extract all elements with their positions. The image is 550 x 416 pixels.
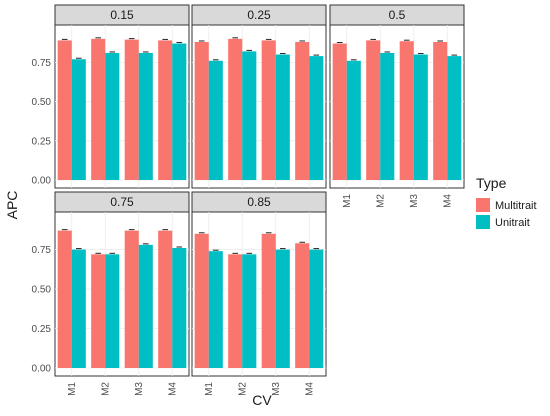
facet-panel-0.15: 0.15 0.00 0.25 0.50 0.75 (32, 4, 190, 189)
bar-multitrait-m3 (124, 39, 139, 181)
bar-unitrait-m2 (242, 51, 257, 181)
bar-unitrait-m2 (105, 52, 120, 180)
facet-panels: 0.150.000.250.500.750.25 0.5M1 M2 M3 M40.750… (32, 4, 465, 396)
bar-multitrait-m3 (124, 230, 139, 368)
bar-unitrait-m4 (309, 56, 324, 180)
bar-multitrait-m4 (158, 230, 173, 368)
facet-panel-0.75: 0.75 0.00 0.25 0.50 0.75 M1 M2 M3 M4 (32, 191, 190, 396)
bar-multitrait-m1 (57, 230, 72, 368)
bar-multitrait-m1 (57, 40, 72, 181)
x-axis-title: CV (252, 392, 272, 408)
y-tick-label: 0.00 (32, 176, 52, 187)
facet-strip-label: 0.15 (110, 8, 134, 22)
facet-strip-label: 0.25 (247, 8, 271, 22)
legend: Type Multitrait Unitrait (476, 175, 537, 229)
bar-unitrait-m3 (138, 244, 153, 368)
bar-multitrait-m4 (295, 41, 310, 181)
x-tick-label: M4 (167, 382, 178, 396)
x-tick-label: M2 (375, 194, 386, 208)
bar-unitrait-m4 (309, 249, 324, 368)
y-tick-label: 0.75 (32, 245, 52, 256)
x-tick-label: M1 (204, 382, 215, 396)
bar-multitrait-m2 (91, 38, 106, 181)
bar-multitrait-m4 (295, 243, 310, 368)
bar-unitrait-m3 (275, 54, 290, 180)
legend-title: Type (476, 175, 507, 191)
bar-unitrait-m4 (447, 56, 462, 180)
x-tick-label: M4 (304, 382, 315, 396)
bar-unitrait-m2 (242, 254, 257, 368)
legend-label-unitrait: Unitrait (495, 217, 530, 229)
bar-multitrait-m3 (261, 233, 276, 368)
bar-multitrait-m4 (433, 41, 448, 181)
y-tick-label: 0.50 (32, 285, 52, 296)
legend-label-multitrait: Multitrait (495, 200, 537, 212)
facet-panel-0.25: 0.25 (191, 4, 327, 189)
y-tick-label: 0.25 (32, 136, 52, 147)
facet-strip-label: 0.85 (247, 195, 271, 209)
x-tick-label: M3 (271, 382, 282, 396)
bar-unitrait-m1 (71, 59, 86, 180)
bar-unitrait-m1 (346, 60, 361, 180)
bar-multitrait-m1 (194, 41, 209, 181)
y-tick-label: 0.50 (32, 97, 52, 108)
x-tick-label: M1 (67, 382, 78, 396)
bar-unitrait-m1 (71, 249, 86, 368)
y-axis-title: APC (4, 191, 20, 220)
bar-unitrait-m3 (275, 249, 290, 368)
x-tick-label: M4 (442, 194, 453, 208)
facet-strip-label: 0.75 (110, 195, 134, 209)
y-tick-label: 0.00 (32, 364, 52, 375)
bar-unitrait-m3 (138, 52, 153, 180)
facet-strip-label: 0.5 (389, 8, 406, 22)
bar-multitrait-m2 (91, 254, 106, 368)
legend-swatch-multitrait (476, 198, 490, 212)
bar-unitrait-m1 (208, 251, 223, 368)
bar-unitrait-m2 (105, 254, 120, 368)
bar-unitrait-m2 (380, 52, 395, 180)
bar-multitrait-m3 (261, 40, 276, 181)
facet-panel-0.5: 0.5 M1 M2 M3 M4 (329, 4, 465, 208)
bar-unitrait-m4 (172, 248, 187, 368)
x-tick-label: M3 (409, 194, 420, 208)
y-tick-label: 0.75 (32, 58, 52, 69)
bar-multitrait-m2 (228, 254, 243, 368)
bar-multitrait-m2 (366, 40, 381, 181)
y-tick-label: 0.25 (32, 324, 52, 335)
bar-unitrait-m3 (413, 54, 428, 180)
bar-multitrait-m3 (399, 41, 414, 181)
facet-panel-0.85: 0.85 M1 M2 M3 M4 (191, 191, 327, 396)
bar-multitrait-m1 (332, 43, 347, 181)
x-tick-label: M1 (342, 194, 353, 208)
bar-unitrait-m1 (208, 60, 223, 180)
legend-swatch-unitrait (476, 215, 490, 229)
x-tick-label: M2 (100, 382, 111, 396)
bar-multitrait-m4 (158, 40, 173, 181)
x-tick-label: M2 (237, 382, 248, 396)
bar-multitrait-m2 (228, 38, 243, 181)
bar-multitrait-m1 (194, 233, 209, 368)
bar-unitrait-m4 (172, 43, 187, 181)
x-tick-label: M3 (134, 382, 145, 396)
